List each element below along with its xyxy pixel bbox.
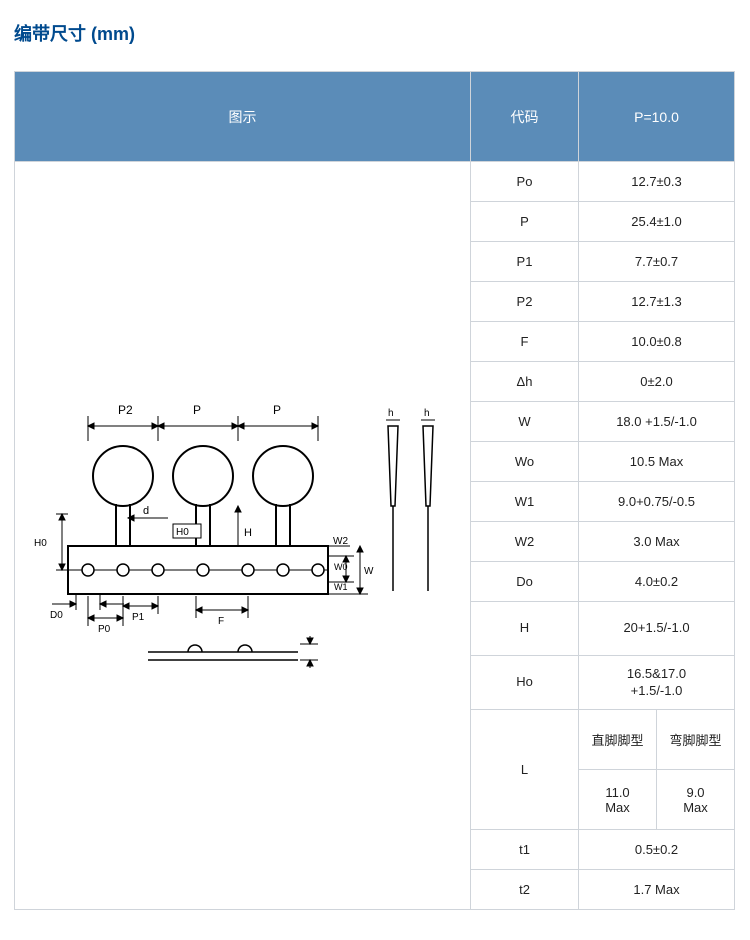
value-cell: 0±2.0 <box>579 362 735 402</box>
subheader-bent: 弯脚脚型 <box>657 710 735 770</box>
code-cell: P2 <box>471 282 579 322</box>
value-cell: 3.0 Max <box>579 522 735 562</box>
code-cell: t2 <box>471 870 579 910</box>
label-H: H <box>244 527 252 539</box>
value-cell: 7.7±0.7 <box>579 242 735 282</box>
header-code: 代码 <box>471 72 579 162</box>
code-cell: Ho <box>471 656 579 710</box>
section-title: 编带尺寸 (mm) <box>14 20 736 46</box>
label-P2: P2 <box>118 403 133 417</box>
value-cell: 12.7±1.3 <box>579 282 735 322</box>
label-P-2: P <box>273 403 281 417</box>
label-F: F <box>218 616 224 627</box>
code-cell: W1 <box>471 482 579 522</box>
value-cell: 0.5±0.2 <box>579 830 735 870</box>
label-W: W <box>364 566 374 577</box>
code-cell: P1 <box>471 242 579 282</box>
code-cell: Po <box>471 162 579 202</box>
label-P1: P1 <box>132 612 145 623</box>
code-cell: H <box>471 602 579 656</box>
value-bent: 9.0 Max <box>657 770 735 830</box>
label-W0: W0 <box>334 562 348 572</box>
value-cell: 20+1.5/-1.0 <box>579 602 735 656</box>
tape-dimension-diagram: P2 P P <box>28 386 458 686</box>
header-diagram: 图示 <box>15 72 471 162</box>
label-h1: h <box>388 408 394 419</box>
value-cell: 10.0±0.8 <box>579 322 735 362</box>
code-cell: Wo <box>471 442 579 482</box>
label-H0-left: H0 <box>34 538 47 549</box>
spec-table: 图示 代码 P=10.0 <box>14 71 735 910</box>
code-cell: P <box>471 202 579 242</box>
diagram-cell: P2 P P <box>15 162 471 910</box>
label-d: d <box>143 505 149 517</box>
value-cell: 25.4±1.0 <box>579 202 735 242</box>
value-cell: 9.0+0.75/-0.5 <box>579 482 735 522</box>
code-cell: W <box>471 402 579 442</box>
label-W2: W2 <box>333 536 348 547</box>
code-cell: Do <box>471 562 579 602</box>
label-D0: D0 <box>50 610 63 621</box>
value-straight: 11.0 Max <box>579 770 657 830</box>
code-cell: W2 <box>471 522 579 562</box>
value-cell: 12.7±0.3 <box>579 162 735 202</box>
value-cell: 4.0±0.2 <box>579 562 735 602</box>
value-cell: 1.7 Max <box>579 870 735 910</box>
value-cell: 18.0 +1.5/-1.0 <box>579 402 735 442</box>
code-cell: t1 <box>471 830 579 870</box>
value-cell: 10.5 Max <box>579 442 735 482</box>
header-value: P=10.0 <box>579 72 735 162</box>
value-cell: 16.5&17.0 +1.5/-1.0 <box>579 656 735 710</box>
label-W1: W1 <box>334 582 348 592</box>
subheader-straight: 直脚脚型 <box>579 710 657 770</box>
label-h2: h <box>424 408 430 419</box>
label-P-1: P <box>193 403 201 417</box>
code-cell: Δh <box>471 362 579 402</box>
label-P0: P0 <box>98 624 111 635</box>
label-H0-mid: H0 <box>176 527 189 538</box>
code-cell-L: L <box>471 710 579 830</box>
code-cell: F <box>471 322 579 362</box>
